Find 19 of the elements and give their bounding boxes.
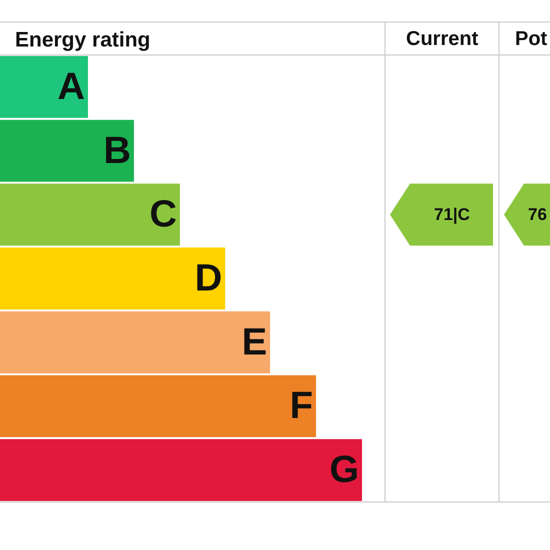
bar [0,56,88,118]
text: 71|C [434,205,470,224]
text: 76 [528,205,547,224]
y-tick-label: A [58,66,85,108]
bar [0,311,270,374]
bar [0,375,316,438]
y-tick-label: G [329,449,359,492]
y-tick-label: C [149,194,177,236]
text: Pot [515,28,548,50]
text: Current [406,28,479,50]
bar [0,184,180,246]
y-tick-label: D [194,258,222,300]
bar [0,120,134,182]
bar [0,248,226,310]
y-tick-label: E [242,321,268,364]
y-tick-label: B [103,130,131,172]
text: Energy rating [15,28,150,52]
y-tick-label: F [290,385,314,428]
bar [0,439,362,502]
